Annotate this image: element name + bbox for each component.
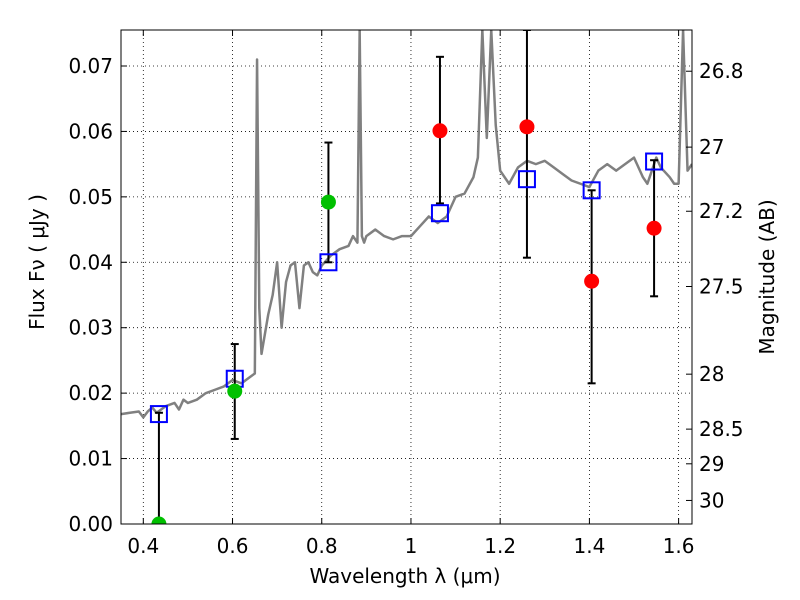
y-tick-label: 0.06 bbox=[68, 119, 113, 143]
model-spectrum-line bbox=[121, 30, 692, 419]
plot-content bbox=[121, 30, 692, 524]
y-tick-label: 0.07 bbox=[68, 54, 113, 78]
y-tick-label: 0.02 bbox=[68, 381, 113, 405]
model-flux-square bbox=[582, 181, 601, 200]
observed-flux-point bbox=[584, 273, 600, 289]
x-axis-label: Wavelength λ (μm) bbox=[309, 564, 500, 588]
y-tick-label: 0.00 bbox=[68, 512, 113, 536]
y2-tick-label: 27 bbox=[699, 135, 724, 159]
observed-flux-point bbox=[519, 119, 535, 135]
y2-tick-labels: 26.8 27 27.2 27.5 28 28.5 29 30 bbox=[699, 59, 744, 512]
y2-tick-label: 28.5 bbox=[699, 417, 744, 441]
y-axis-label: Flux Fν ( μJy ) bbox=[25, 194, 49, 330]
y2-tick-label: 27.5 bbox=[699, 274, 744, 298]
model-flux-square bbox=[149, 405, 168, 424]
model-flux-square bbox=[645, 152, 664, 171]
y2-tick-label: 27.2 bbox=[699, 199, 744, 223]
model-flux-square bbox=[517, 170, 536, 189]
plot-area bbox=[121, 30, 692, 524]
observed-flux-point bbox=[320, 194, 336, 210]
y-tick-label: 0.04 bbox=[68, 250, 113, 274]
observed-flux-point bbox=[646, 220, 662, 236]
y-tick-labels: 0.00 0.01 0.02 0.03 0.04 0.05 0.06 0.07 bbox=[68, 54, 113, 536]
x-tick-label: 1.4 bbox=[573, 534, 605, 558]
x-tick-label: 0.8 bbox=[306, 534, 338, 558]
x-tick-label: 1 bbox=[405, 534, 418, 558]
x-tick-labels: 0.4 0.6 0.8 1 1.2 1.4 1.6 bbox=[127, 534, 694, 558]
model-flux-square bbox=[430, 204, 449, 223]
ticks bbox=[121, 30, 692, 525]
y2-tick-label: 29 bbox=[699, 452, 724, 476]
x-tick-label: 0.4 bbox=[127, 534, 159, 558]
y2-tick-label: 26.8 bbox=[699, 59, 744, 83]
y-tick-label: 0.03 bbox=[68, 316, 113, 340]
grid bbox=[121, 30, 692, 525]
model-flux-square bbox=[319, 253, 338, 272]
observed-flux-point bbox=[151, 516, 167, 524]
observed-flux-point bbox=[432, 123, 448, 139]
y2-tick-label: 28 bbox=[699, 362, 724, 386]
plot-frame bbox=[120, 29, 693, 525]
y-tick-label: 0.01 bbox=[68, 447, 113, 471]
x-tick-label: 1.6 bbox=[663, 534, 695, 558]
y-tick-label: 0.05 bbox=[68, 185, 113, 209]
x-tick-label: 1.2 bbox=[484, 534, 516, 558]
x-tick-label: 0.6 bbox=[217, 534, 249, 558]
y2-tick-label: 30 bbox=[699, 488, 724, 512]
y2-axis-label: Magnitude (AB) bbox=[755, 199, 779, 354]
observed-flux-point bbox=[227, 383, 243, 399]
